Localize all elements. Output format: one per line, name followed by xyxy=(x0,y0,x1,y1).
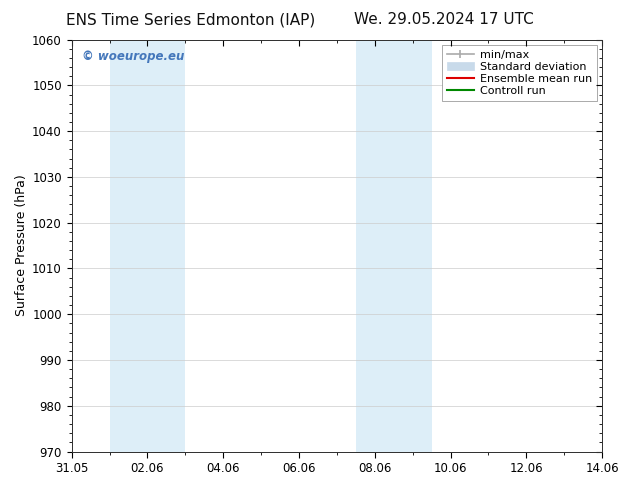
Text: ENS Time Series Edmonton (IAP): ENS Time Series Edmonton (IAP) xyxy=(65,12,315,27)
Bar xyxy=(110,40,185,452)
Y-axis label: Surface Pressure (hPa): Surface Pressure (hPa) xyxy=(15,175,28,317)
Legend: min/max, Standard deviation, Ensemble mean run, Controll run: min/max, Standard deviation, Ensemble me… xyxy=(442,45,597,101)
Bar xyxy=(356,40,432,452)
Text: We. 29.05.2024 17 UTC: We. 29.05.2024 17 UTC xyxy=(354,12,534,27)
Text: © woeurope.eu: © woeurope.eu xyxy=(82,50,184,63)
